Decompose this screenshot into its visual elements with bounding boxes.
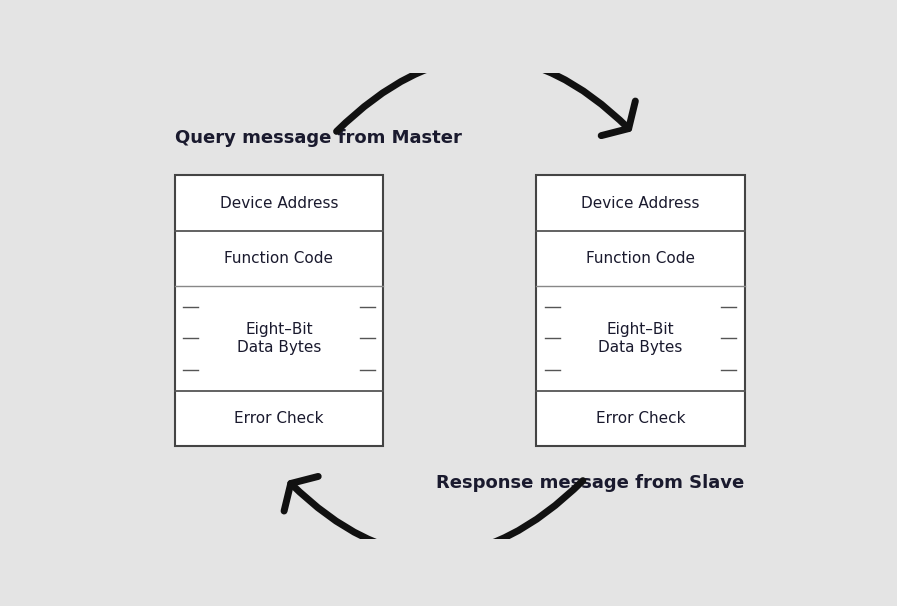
Text: Eight–Bit
Data Bytes: Eight–Bit Data Bytes bbox=[237, 322, 321, 355]
FancyArrowPatch shape bbox=[336, 58, 635, 136]
Bar bbox=[536, 175, 745, 446]
Text: Eight–Bit
Data Bytes: Eight–Bit Data Bytes bbox=[598, 322, 683, 355]
Text: Device Address: Device Address bbox=[581, 196, 700, 211]
Text: Query message from Master: Query message from Master bbox=[175, 129, 462, 147]
FancyArrowPatch shape bbox=[284, 476, 583, 554]
Text: Device Address: Device Address bbox=[220, 196, 338, 211]
Text: Function Code: Function Code bbox=[586, 251, 695, 266]
Text: Error Check: Error Check bbox=[234, 411, 324, 426]
Text: Response message from Slave: Response message from Slave bbox=[437, 474, 745, 492]
Bar bbox=[175, 175, 383, 446]
Text: Function Code: Function Code bbox=[224, 251, 334, 266]
Text: Error Check: Error Check bbox=[596, 411, 685, 426]
